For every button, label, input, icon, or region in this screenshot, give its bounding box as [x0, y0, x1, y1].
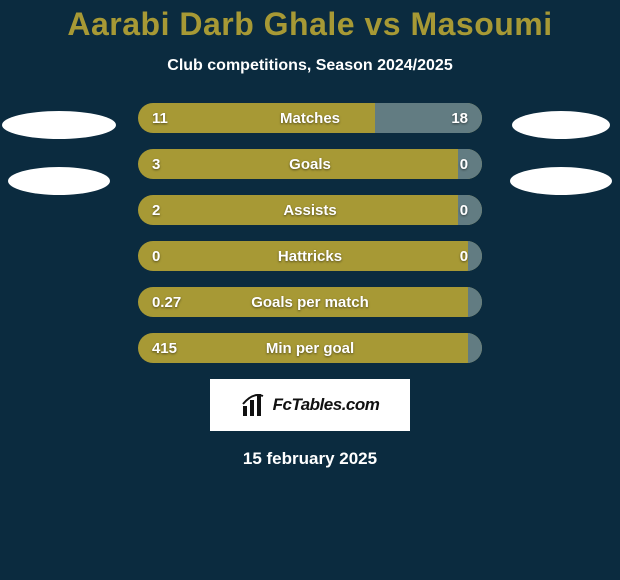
stat-label: Hattricks	[138, 241, 482, 271]
stats-bars: 11Matches183Goals02Assists00Hattricks00.…	[138, 103, 482, 363]
root-container: Aarabi Darb Ghale vs Masoumi Club compet…	[0, 0, 620, 580]
stat-bar-right	[468, 241, 482, 271]
stat-bar: 11Matches18	[138, 103, 482, 133]
stat-bar: 0Hattricks0	[138, 241, 482, 271]
left-player-col	[0, 103, 118, 195]
stat-bar: 2Assists0	[138, 195, 482, 225]
stat-bar: 415Min per goal	[138, 333, 482, 363]
stat-bar-right	[468, 287, 482, 317]
stat-bar-right	[375, 103, 482, 133]
stat-value-left: 11	[152, 103, 168, 133]
stat-bar-right	[458, 149, 482, 179]
player-badge	[8, 167, 110, 195]
player-badge	[2, 111, 116, 139]
stat-label: Goals	[138, 149, 482, 179]
stat-label: Min per goal	[138, 333, 482, 363]
right-player-col	[502, 103, 620, 195]
stat-value-right: 0	[460, 241, 468, 271]
stat-value-left: 3	[152, 149, 160, 179]
stat-bar: 3Goals0	[138, 149, 482, 179]
fctables-logo[interactable]: FcTables.com	[210, 379, 410, 431]
stat-value-left: 0.27	[152, 287, 181, 317]
content-row: 11Matches183Goals02Assists00Hattricks00.…	[0, 103, 620, 363]
player-badge	[512, 111, 610, 139]
stat-value-left: 0	[152, 241, 160, 271]
stat-value-left: 2	[152, 195, 160, 225]
stat-bar-right	[458, 195, 482, 225]
stat-label: Goals per match	[138, 287, 482, 317]
date-text: 15 february 2025	[243, 449, 377, 469]
stat-label: Assists	[138, 195, 482, 225]
stat-bar-right	[468, 333, 482, 363]
logo-text: FcTables.com	[273, 395, 380, 415]
subtitle: Club competitions, Season 2024/2025	[167, 57, 452, 75]
stat-bar: 0.27Goals per match	[138, 287, 482, 317]
player-badge	[510, 167, 612, 195]
bars-icon	[241, 394, 267, 416]
stat-value-left: 415	[152, 333, 177, 363]
page-title: Aarabi Darb Ghale vs Masoumi	[67, 6, 552, 43]
